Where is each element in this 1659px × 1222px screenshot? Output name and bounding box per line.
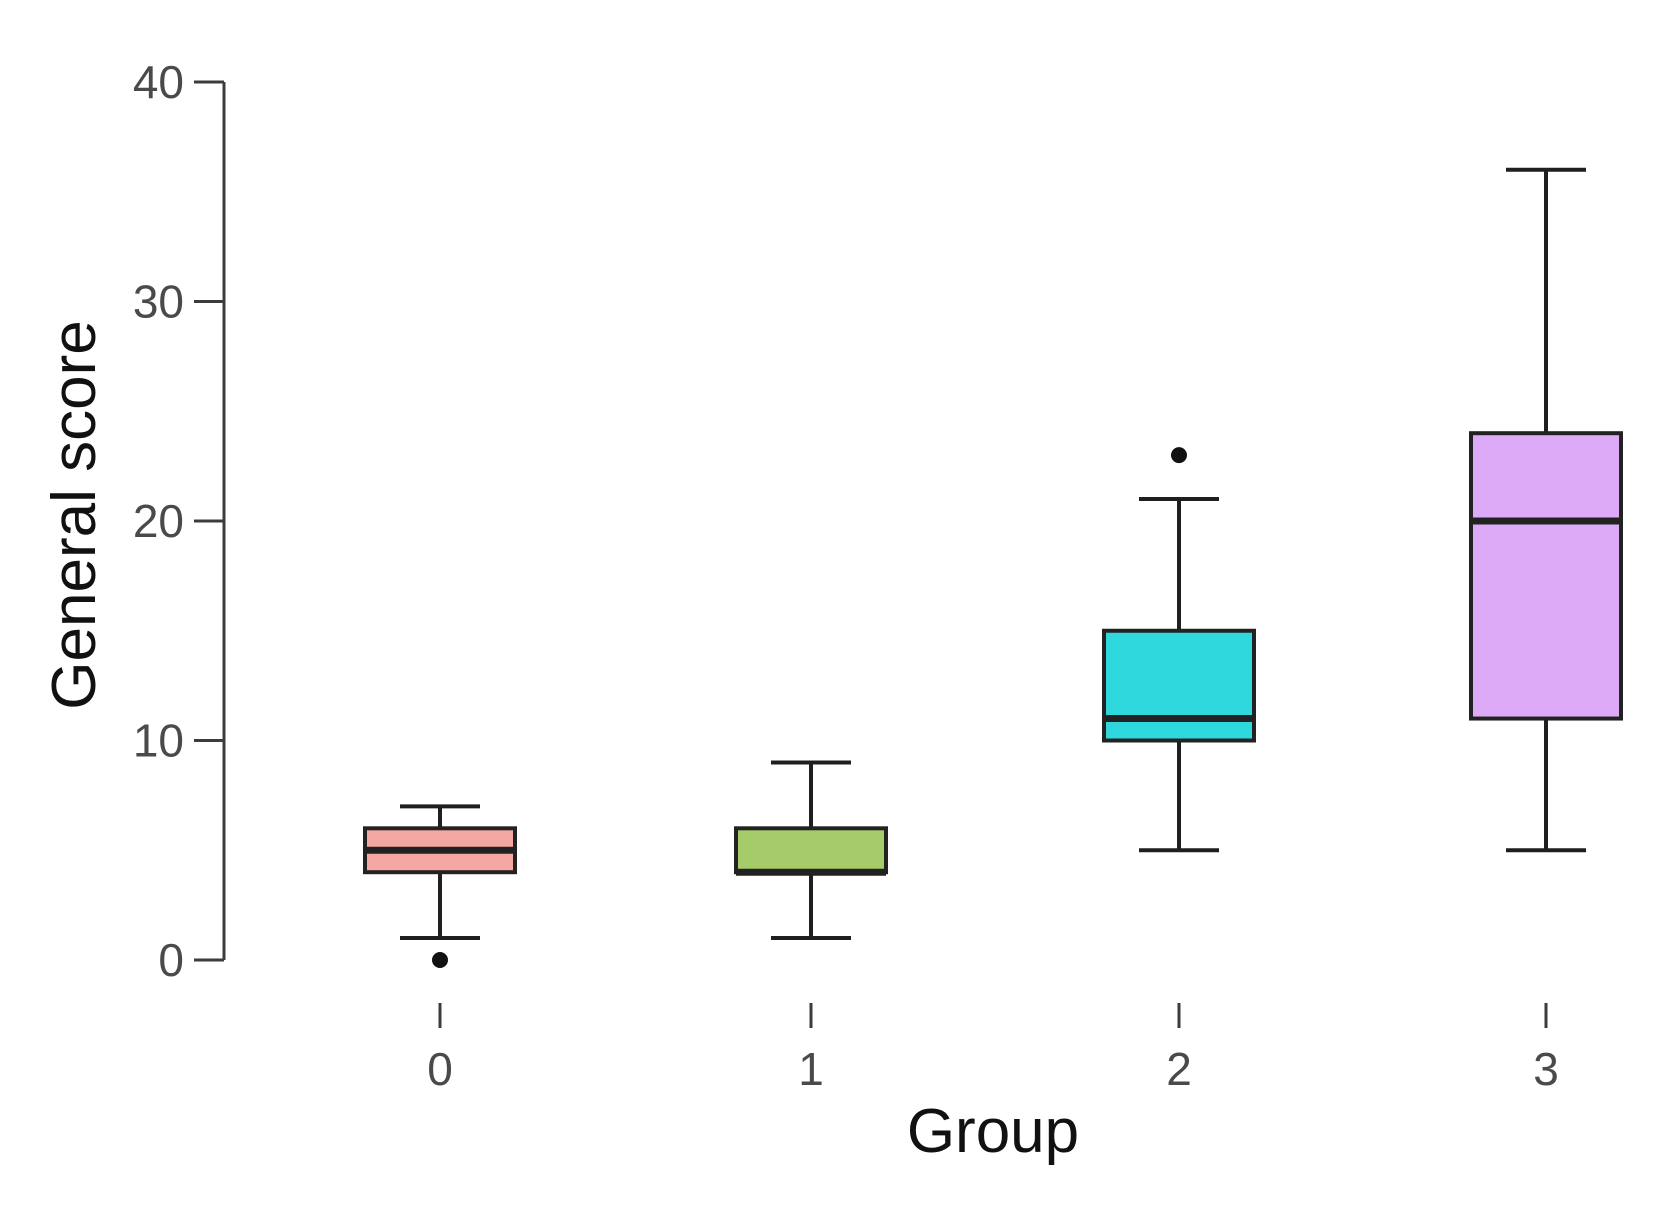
box-group-3 (1469, 167, 1623, 853)
y-ticks: 0 10 20 30 40 (133, 56, 224, 986)
y-axis: 0 10 20 30 40 (133, 56, 226, 986)
y-tick-label: 30 (133, 276, 184, 328)
x-tick-label: 0 (427, 1043, 453, 1095)
x-tick-label: 1 (798, 1043, 824, 1095)
x-tick-label: 2 (1166, 1043, 1192, 1095)
x-axis-title: Group (907, 1097, 1079, 1166)
box-series (363, 167, 1623, 968)
box-iqr (1102, 628, 1256, 743)
outlier-point (1171, 447, 1187, 464)
y-tick-label: 0 (158, 934, 184, 986)
box-group-0 (363, 804, 517, 968)
box-group-2 (1102, 447, 1256, 853)
y-tick-label: 40 (133, 56, 184, 108)
box-iqr (1469, 431, 1623, 721)
x-axis: 0 1 2 3 (427, 1003, 1559, 1095)
y-tick-label: 10 (133, 715, 184, 767)
x-ticks: 0 1 2 3 (427, 1003, 1559, 1095)
x-tick-label: 3 (1533, 1043, 1559, 1095)
y-axis-title: General score (40, 320, 109, 709)
y-tick-label: 20 (133, 495, 184, 547)
outlier-point (432, 952, 448, 968)
box-iqr (734, 826, 888, 875)
box-group-1 (734, 760, 888, 941)
